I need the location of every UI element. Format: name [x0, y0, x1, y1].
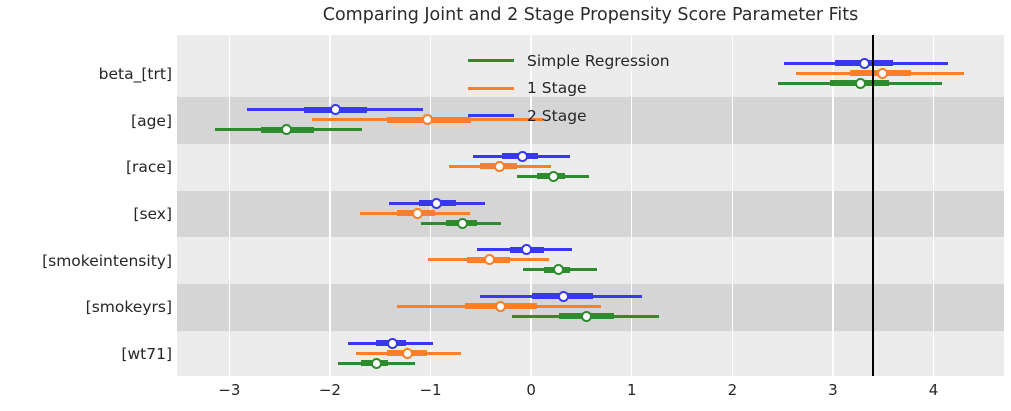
chart-title: Comparing Joint and 2 Stage Propensity S…: [322, 5, 859, 25]
y-axis-label: [sex]: [133, 205, 172, 224]
point-estimate-marker: [370, 357, 382, 369]
x-axis-ticks: −3 −2 −1 0 1 2 3 4: [177, 379, 1004, 399]
legend-label: Simple Regression: [527, 51, 670, 70]
point-estimate-marker: [484, 254, 496, 266]
legend-line-sample: [468, 86, 514, 90]
x-tick-label: −3: [218, 381, 241, 399]
point-estimate-marker: [516, 150, 528, 162]
x-tick-label: 2: [727, 381, 738, 399]
y-axis-labels: beta_[trt] [age] [race] [sex] [smokeintensit…: [0, 35, 172, 376]
y-axis-label: [age]: [131, 111, 172, 130]
gridline: [329, 35, 331, 376]
x-tick-label: −2: [318, 381, 341, 399]
legend-line-sample: [468, 114, 514, 118]
row-stripe: [177, 190, 1004, 238]
gridline: [530, 35, 532, 376]
point-estimate-marker: [330, 104, 342, 116]
legend-line-sample: [468, 59, 514, 63]
reference-line: [872, 35, 875, 376]
gridline: [228, 35, 231, 376]
y-axis-label: [smokeyrs]: [85, 298, 172, 317]
point-estimate-marker: [580, 310, 592, 322]
point-estimate-marker: [281, 124, 293, 136]
legend-item: 1 Stage: [468, 75, 670, 103]
legend-item: 2 Stage: [468, 102, 670, 130]
point-estimate-marker: [547, 170, 559, 182]
legend-item: Simple Regression: [468, 47, 670, 75]
legend-label: 2 Stage: [527, 106, 587, 125]
point-estimate-marker: [411, 207, 423, 219]
x-tick-label: 4: [928, 381, 939, 399]
point-estimate-marker: [457, 217, 469, 229]
x-tick-label: −1: [419, 381, 442, 399]
y-axis-label: [wt71]: [121, 345, 172, 364]
point-estimate-marker: [494, 160, 506, 172]
x-tick-label: 1: [626, 381, 637, 399]
point-estimate-marker: [858, 57, 870, 69]
gridline: [932, 35, 935, 376]
point-estimate-marker: [552, 264, 564, 276]
gridline: [630, 35, 633, 376]
point-estimate-marker: [422, 114, 433, 126]
point-estimate-marker: [431, 197, 443, 209]
y-axis-label: [race]: [125, 158, 172, 177]
y-axis-label: beta_[trt]: [98, 65, 172, 84]
x-tick-label: 3: [828, 381, 838, 399]
y-axis-label: [smokeintensity]: [42, 251, 172, 270]
point-estimate-marker: [401, 347, 413, 359]
gridline: [731, 35, 734, 376]
point-estimate-marker: [854, 77, 866, 89]
gridline: [832, 35, 834, 376]
plot-area: Simple Regression 1 Stage 2 Stage: [177, 35, 1004, 376]
point-estimate-marker: [876, 67, 888, 79]
point-estimate-marker: [557, 290, 569, 302]
point-estimate-marker: [495, 300, 507, 312]
point-estimate-marker: [386, 337, 398, 349]
legend-label: 1 Stage: [527, 79, 587, 98]
legend: Simple Regression 1 Stage 2 Stage: [468, 47, 670, 130]
x-tick-label: 0: [526, 381, 536, 399]
point-estimate-marker: [520, 244, 532, 256]
